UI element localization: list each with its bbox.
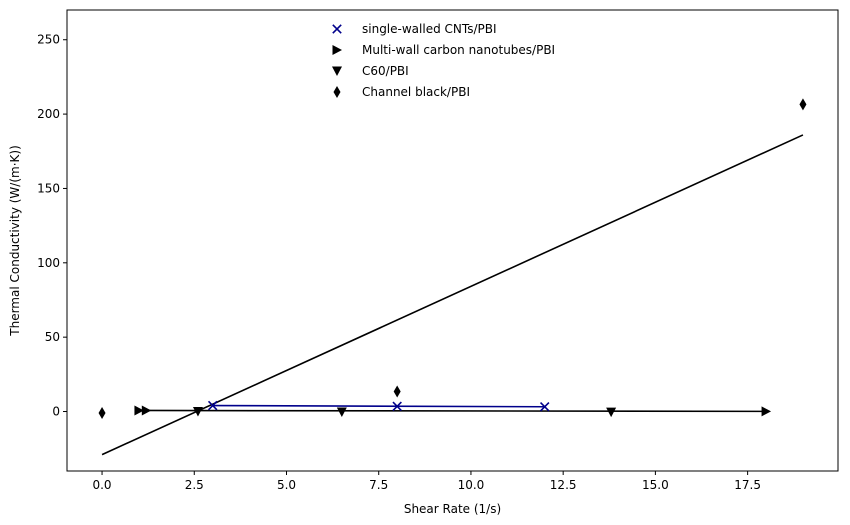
y-axis-ticks: 0 50 100 150 200 250 — [37, 33, 67, 419]
data-point-series-1 — [761, 406, 772, 417]
legend-label: Channel black/PBI — [362, 85, 470, 99]
data-point-series-0 — [207, 400, 218, 411]
data-point-series-3 — [98, 407, 106, 420]
x-tick-label: 10.0 — [458, 478, 485, 492]
x-axis-ticks: 0.0 2.5 5.0 7.5 10.0 12.5 15.0 17.5 — [92, 471, 761, 492]
y-tick-label: 250 — [37, 33, 60, 47]
x-tick-label: 7.5 — [369, 478, 388, 492]
fit-lines — [101, 134, 804, 456]
y-tick-label: 50 — [45, 330, 60, 344]
legend-marker-2 — [332, 66, 342, 76]
x-tick-label: 0.0 — [92, 478, 111, 492]
legend-marker-3 — [333, 86, 341, 98]
fit-line-series-3 — [101, 134, 804, 456]
x-tick-label: 12.5 — [550, 478, 577, 492]
legend-marker-0 — [332, 24, 342, 34]
plot-frame — [66, 9, 839, 472]
data-point-series-2 — [606, 407, 617, 418]
x-tick-label: 2.5 — [185, 478, 204, 492]
y-tick-label: 0 — [52, 405, 60, 419]
y-axis-label: Thermal Conductivity (W/(m·K)) — [8, 145, 22, 336]
data-point-series-3 — [799, 98, 807, 111]
data-point-series-3 — [393, 385, 401, 398]
x-tick-label: 17.5 — [734, 478, 761, 492]
data-point-series-0 — [539, 401, 550, 412]
data-point-series-1 — [134, 405, 144, 416]
legend-label: Multi-wall carbon nanotubes/PBI — [362, 43, 555, 57]
legend-label: single-walled CNTs/PBI — [362, 22, 497, 36]
y-tick-label: 200 — [37, 107, 60, 121]
data-point-series-2 — [192, 407, 203, 417]
y-tick-label: 150 — [37, 181, 60, 195]
legend-label: C60/PBI — [362, 64, 409, 78]
fit-line-series-0 — [212, 404, 545, 408]
data-point-series-1 — [141, 405, 152, 416]
legend: single-walled CNTs/PBI Multi-wall carbon … — [332, 22, 555, 99]
x-axis-label: Shear Rate (1/s) — [404, 502, 501, 516]
data-markers — [98, 98, 807, 420]
y-tick-label: 100 — [37, 256, 60, 270]
x-tick-label: 5.0 — [277, 478, 296, 492]
data-point-series-0 — [392, 401, 402, 412]
x-tick-label: 15.0 — [642, 478, 669, 492]
fit-line-series-1 — [138, 409, 767, 413]
data-point-series-2 — [336, 407, 347, 417]
legend-marker-1 — [332, 45, 342, 55]
